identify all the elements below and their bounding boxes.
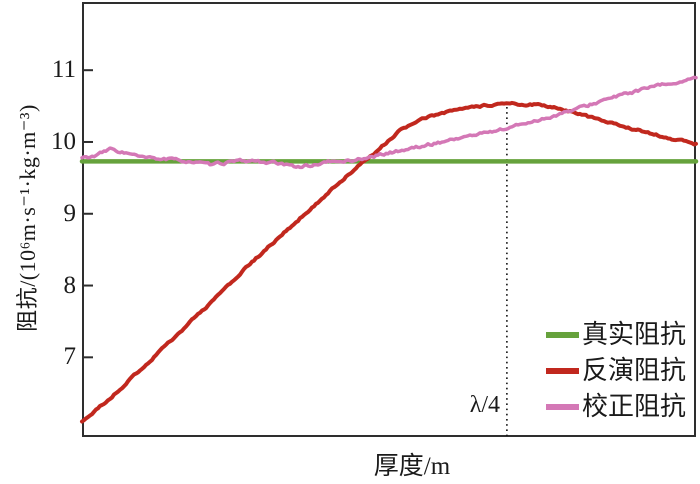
corrected-impedance-line-swatch-icon	[546, 404, 579, 410]
true-impedance-line-swatch-icon	[546, 332, 579, 338]
y-tick-label-8: 8	[63, 272, 77, 299]
legend-item-inverted-impedance: 反演阻抗	[546, 353, 686, 389]
y-tick-label-10: 10	[51, 128, 76, 155]
inverted-impedance-line-swatch-icon	[546, 368, 579, 374]
legend-item-corrected-impedance: 校正阻抗	[546, 389, 686, 425]
y-tick-label-7: 7	[63, 343, 77, 370]
legend-label-true-impedance: 真实阻抗	[582, 320, 687, 349]
lambda-quarter-annotation: λ/4	[469, 392, 500, 418]
legend: 真实阻抗 反演阻抗 校正阻抗	[546, 317, 686, 425]
legend-label-inverted-impedance: 反演阻抗	[582, 356, 687, 385]
legend-label-corrected-impedance: 校正阻抗	[582, 392, 687, 421]
legend-item-true-impedance: 真实阻抗	[546, 317, 686, 353]
y-tick-label-9: 9	[63, 200, 77, 227]
x-axis-label: 厚度/m	[373, 453, 451, 480]
y-tick-label-11: 11	[51, 56, 76, 83]
